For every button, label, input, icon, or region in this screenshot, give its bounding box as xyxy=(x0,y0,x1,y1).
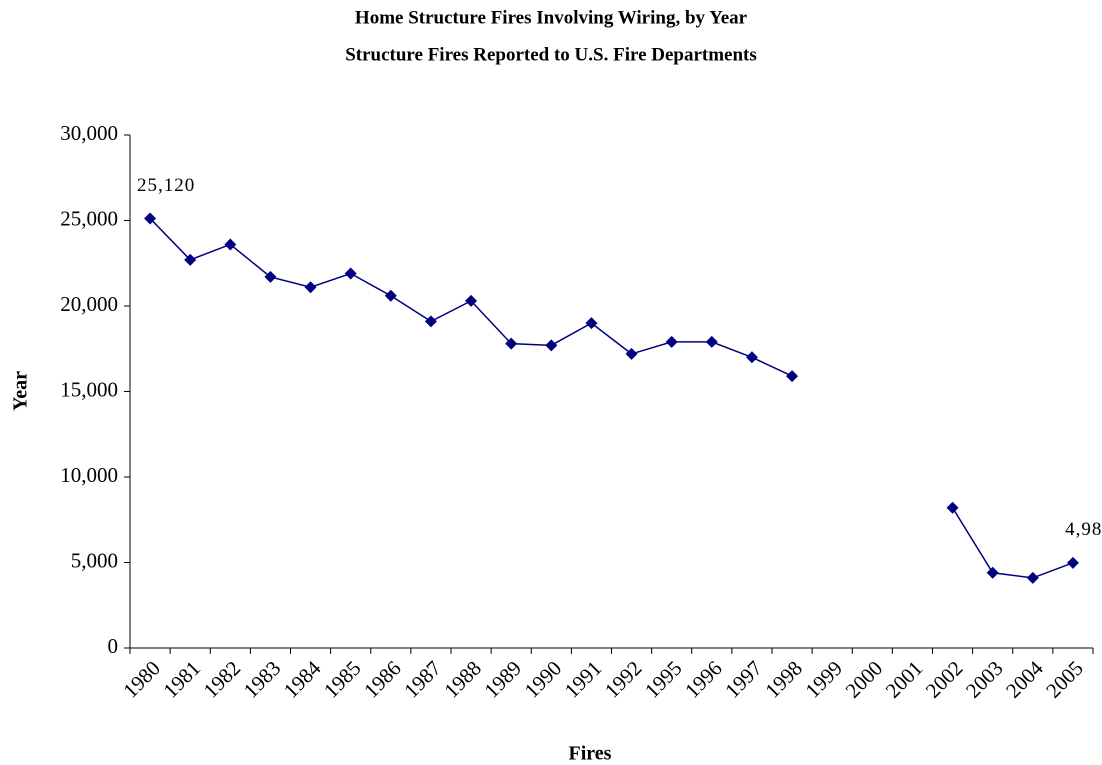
x-tick-label: 1985 xyxy=(319,656,366,703)
y-tick-label: 10,000 xyxy=(60,463,118,487)
x-tick-label: 1983 xyxy=(239,656,286,703)
x-tick-label: 2004 xyxy=(1001,656,1048,703)
data-point xyxy=(946,501,959,514)
y-tick-label: 15,000 xyxy=(60,377,118,401)
x-tick-label: 1999 xyxy=(800,656,847,703)
x-tick-label: 1990 xyxy=(520,656,567,703)
data-point xyxy=(625,347,638,360)
x-axis-title: Fires xyxy=(569,743,612,765)
y-tick-label: 20,000 xyxy=(60,292,118,316)
y-tick-label: 0 xyxy=(108,634,119,658)
data-point xyxy=(224,238,237,251)
data-point xyxy=(144,212,157,225)
x-tick-label: 1982 xyxy=(199,656,246,703)
x-tick-label: 1981 xyxy=(158,656,205,703)
data-point xyxy=(665,335,678,348)
x-tick-label: 1988 xyxy=(439,656,486,703)
x-tick-label: 2001 xyxy=(881,656,928,703)
data-point xyxy=(465,294,478,307)
data-point xyxy=(745,351,758,364)
data-point xyxy=(384,289,397,302)
data-point xyxy=(545,339,558,352)
x-tick-label: 1995 xyxy=(640,656,687,703)
x-tick-label: 1992 xyxy=(600,656,647,703)
data-point xyxy=(505,337,518,350)
x-tick-label: 1986 xyxy=(359,656,406,703)
series-line xyxy=(149,217,1074,579)
x-tick-label: 2002 xyxy=(921,656,968,703)
chart-subtitle: Structure Fires Reported to U.S. Fire De… xyxy=(345,44,757,65)
data-point xyxy=(786,370,799,383)
data-point xyxy=(304,281,317,294)
data-label: 25,120 xyxy=(137,175,195,196)
x-tick-label: 2005 xyxy=(1041,656,1088,703)
x-tick-label: 1998 xyxy=(760,656,807,703)
x-tick-label: 2000 xyxy=(841,656,888,703)
x-tick-label: 2003 xyxy=(961,656,1008,703)
data-point xyxy=(424,315,437,328)
y-axis-title: Year xyxy=(10,371,32,411)
x-tick-label: 1980 xyxy=(118,656,165,703)
x-tick-label: 1987 xyxy=(399,656,446,703)
x-tick-label: 1997 xyxy=(720,656,767,703)
x-tick-label: 1984 xyxy=(279,656,326,703)
data-label: 4,980 xyxy=(1065,519,1102,540)
data-point xyxy=(344,267,357,280)
data-point xyxy=(585,317,598,330)
y-tick-label: 25,000 xyxy=(60,206,118,230)
data-point xyxy=(184,253,197,266)
data-point xyxy=(705,335,718,348)
x-tick-label: 1996 xyxy=(680,656,727,703)
y-tick-label: 30,000 xyxy=(60,121,118,145)
data-point xyxy=(1026,571,1039,584)
x-tick-label: 1991 xyxy=(560,656,607,703)
data-point xyxy=(264,270,277,283)
data-point xyxy=(1066,556,1079,569)
chart-title: Home Structure Fires Involving Wiring, b… xyxy=(355,7,748,28)
x-tick-label: 1989 xyxy=(479,656,526,703)
data-point xyxy=(986,566,999,579)
y-tick-label: 5,000 xyxy=(71,548,118,572)
